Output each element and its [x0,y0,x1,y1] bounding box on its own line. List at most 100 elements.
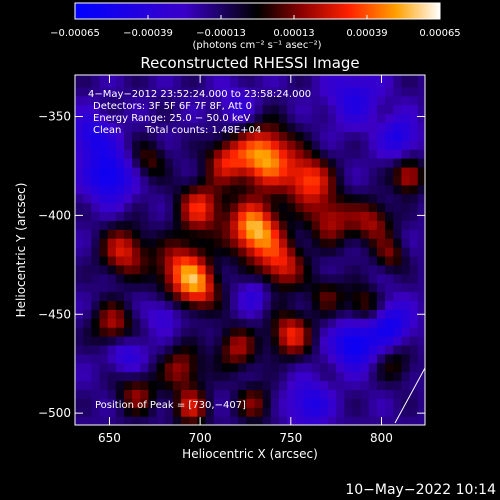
heatmap-cell [91,336,101,346]
heatmap-cell [213,104,223,115]
heatmap-cell [75,75,84,79]
heatmap-cell [393,131,403,141]
heatmap-cell [156,104,166,115]
heatmap-cell [197,149,207,159]
heatmap-cell [164,362,174,373]
heatmap-cell [115,131,125,141]
heatmap-cell [213,255,223,266]
heatmap-cell [148,380,158,391]
heatmap-cell [213,336,223,346]
heatmap-cell [83,300,92,310]
heatmap-cell [140,336,150,346]
heatmap-cell [123,344,133,355]
heatmap-cell [376,327,386,337]
heatmap-cell [164,95,174,106]
heatmap-cell [107,264,117,275]
heatmap-cell [221,389,231,399]
heatmap-cell [140,344,150,355]
heatmap-cell [99,140,109,150]
heatmap-cell [246,264,256,275]
heatmap-cell [91,327,101,337]
heatmap-cell [140,398,150,408]
heatmap-cell [303,175,313,186]
heatmap-cell [401,220,411,230]
heatmap-cell [172,264,182,275]
heatmap-cell [140,86,150,97]
heatmap-cell [409,371,419,382]
heatmap-cell [344,193,354,204]
heatmap-cell [205,86,215,97]
heatmap-cell [401,238,411,248]
heatmap-cell [164,86,174,97]
heatmap-cell [172,344,182,355]
heatmap-cell [393,344,403,355]
heatmap-cell [205,211,215,221]
heatmap-cell [197,416,207,425]
heatmap-cell [197,344,207,355]
heatmap-cell [181,122,190,132]
heatmap-cell [262,309,272,319]
heatmap-cell [327,380,337,391]
heatmap-cell [336,131,345,141]
heatmap-cell [352,291,362,302]
heatmap-cell [270,211,280,221]
heatmap-cell [279,113,288,124]
heatmap-cell [344,318,354,328]
heatmap-cell [279,140,288,150]
heatmap-cell [254,416,264,425]
heatmap-cell [75,282,84,293]
heatmap-cell [279,344,288,355]
heatmap-cell [230,353,239,364]
heatmap-cell [246,131,256,141]
heatmap-cell [344,202,354,213]
heatmap-cell [148,77,158,88]
heatmap-cell [181,149,190,159]
heatmap-cell [409,238,419,248]
heatmap-cell [311,318,321,328]
heatmap-cell [221,238,231,248]
heatmap-cell [344,166,354,177]
heatmap-cell [409,273,419,284]
heatmap-cell [148,282,158,293]
heatmap-cell [360,362,370,373]
heatmap-cell [164,353,174,364]
heatmap-cell [336,104,345,115]
annotation-time-range: 4−May−2012 23:52:24.000 to 23:58:24.000 [88,89,311,100]
heatmap-cell [311,193,321,204]
heatmap-cell [156,202,166,213]
heatmap-cell [83,344,92,355]
heatmap-cell [401,113,411,124]
heatmap-cell [156,193,166,204]
heatmap-cell [246,113,256,124]
heatmap-cell [91,300,101,310]
heatmap-cell [140,77,150,88]
heatmap-cell [254,149,264,159]
heatmap-cell [417,220,425,230]
heatmap-cell [409,336,419,346]
heatmap-cell [132,300,141,310]
heatmap-cell [189,95,199,106]
heatmap-cell [287,282,296,293]
heatmap-cell [164,229,174,239]
heatmap-cell [295,291,305,302]
heatmap-cell [303,371,313,382]
heatmap-cell [311,247,321,257]
heatmap-cell [230,175,239,186]
heatmap-cell [238,86,247,97]
heatmap-cell [311,264,321,275]
heatmap-cell [164,202,174,213]
heatmap-cell [221,336,231,346]
heatmap-cell [99,75,109,79]
heatmap-cell [295,380,305,391]
annotation-total-counts: Total counts: 1.48E+04 [144,125,261,136]
heatmap-cell [83,158,92,168]
heatmap-cell [205,309,215,319]
heatmap-cell [205,229,215,239]
heatmap-cell [336,291,345,302]
heatmap-cell [75,238,84,248]
heatmap-cell [360,131,370,141]
heatmap-cell [409,77,419,88]
heatmap-cell [303,104,313,115]
heatmap-cell [189,220,199,230]
heatmap-cell [164,247,174,257]
